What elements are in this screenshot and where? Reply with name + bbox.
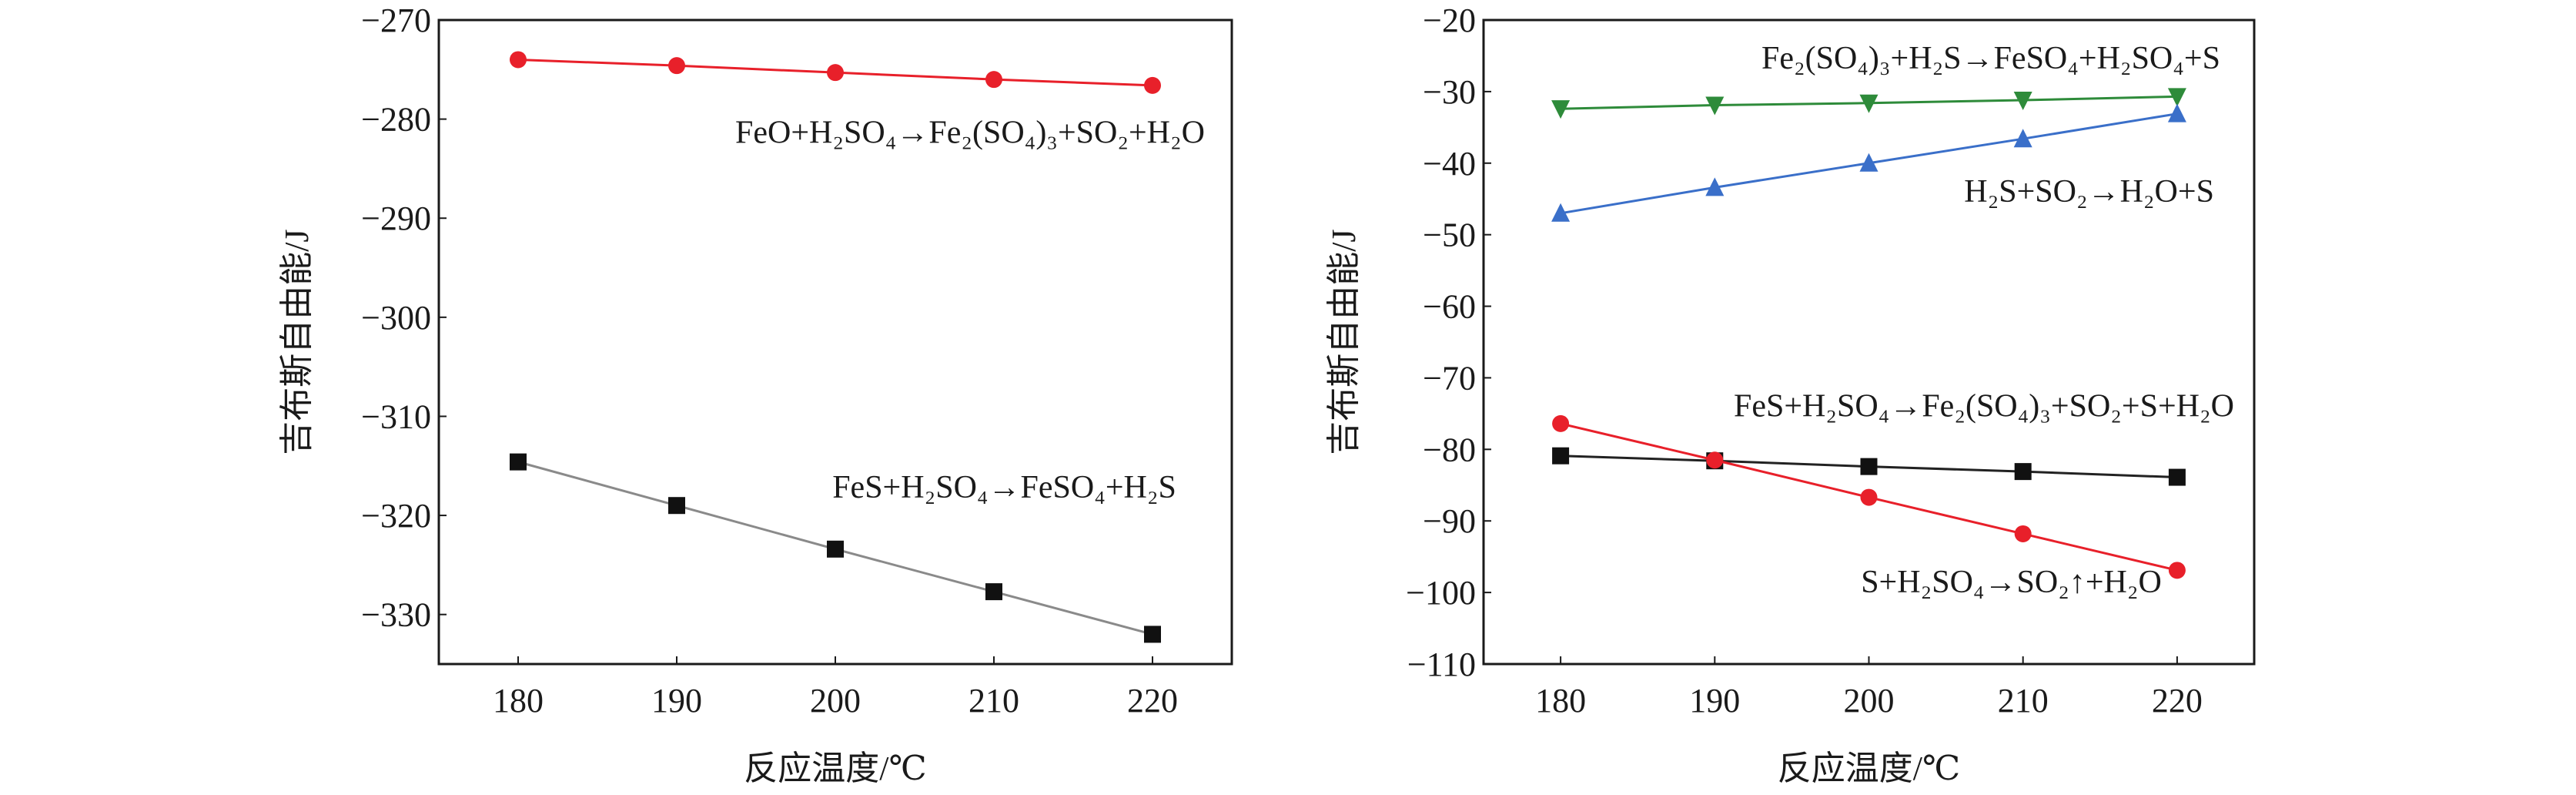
y-tick-label: −270 [361,2,431,39]
series-3: FeS+H₂SO₄→Fe₂(SO₄)₃+SO₂+S+H₂O [1552,389,2234,486]
data-point [985,71,1002,89]
chart-1: 180 190 200 210 220 −270 −280 −290 −300 −310 −320 −… [278,2,1233,787]
series-1: FeO+H₂SO₄→Fe₂(SO₄)₃+SO₂+H₂O [510,51,1205,150]
data-point [1706,451,1724,469]
x-tick-label: 190 [651,682,702,720]
series-annotation: H₂S+SO₂→H₂O+S [1964,174,2214,210]
y-tick-label: −280 [361,101,431,139]
series-2: H₂S+SO₂→H₂O+S [1551,103,2214,222]
data-point [2168,468,2186,486]
data-point [1551,100,1571,119]
x-axis-label: 反应温度/℃ [1778,750,1960,787]
data-point [1705,96,1725,116]
y-tick-label: −330 [361,596,431,634]
data-point [1552,414,1570,432]
data-point [510,51,527,69]
data-point [1859,153,1878,172]
series-1: Fe₂(SO₄)₃+H₂S→FeSO₄+H₂SO₄+S [1551,41,2220,119]
y-axis-label: 吉布斯自由能/J [1325,229,1363,455]
x-tick-label: 210 [969,682,1019,720]
series-annotation: S+H₂SO₄→SO₂↑+H₂O [1861,565,2162,600]
data-point [668,57,685,75]
data-point [1144,626,1161,643]
data-point [827,64,844,82]
y-tick-label: −100 [1406,574,1476,612]
y-tick-label: −60 [1423,288,1476,326]
x-tick-label: 180 [493,682,544,720]
data-point [510,453,527,471]
data-point [1705,177,1725,196]
y-axis-label: 吉布斯自由能/J [278,229,316,455]
x-axis-label: 反应温度/℃ [744,750,926,787]
data-point [1860,458,1878,475]
series-4: S+H₂SO₄→SO₂↑+H₂O [1552,414,2186,600]
x-tick-label: 200 [810,682,861,720]
y-tick-label: −50 [1423,216,1476,254]
data-point [1859,94,1878,113]
x-tick-label: 200 [1844,682,1895,720]
data-point [1551,203,1571,222]
data-point [1860,488,1878,506]
y-tick-label: −290 [361,200,431,237]
data-point [1552,447,1570,465]
series-annotation: Fe₂(SO₄)₃+H₂S→FeSO₄+H₂SO₄+S [1761,41,2220,76]
x-tick-label: 220 [2152,682,2203,720]
series-annotation: FeS+H₂SO₄→Fe₂(SO₄)₃+SO₂+S+H₂O [1734,389,2234,424]
y-tick-label: −110 [1407,646,1476,683]
x-tick-label: 180 [1535,682,1586,720]
y-tick-label: −80 [1423,431,1476,468]
data-point [1144,76,1161,94]
data-point [2013,129,2032,148]
data-point [2167,103,2186,122]
y-tick-label: −310 [361,398,431,435]
data-point [2014,525,2032,542]
series-annotation: FeO+H₂SO₄→Fe₂(SO₄)₃+SO₂+H₂O [735,115,1205,150]
y-tick-label: −300 [361,299,431,337]
series-annotation: FeS+H₂SO₄→FeSO₄+H₂S [832,470,1176,505]
data-point [827,540,844,558]
chart-2: 180 190 200 210 220 −20 −30 −40 −50 −60 −70 −80 −90 −… [1325,2,2256,787]
x-tick-label: 220 [1127,682,1178,720]
data-point [2014,463,2032,481]
y-tick-label: −320 [361,497,431,535]
y-tick-label: −30 [1423,73,1476,111]
x-tick-label: 190 [1689,682,1740,720]
data-point [2168,562,2186,579]
x-tick-label: 210 [1998,682,2049,720]
y-tick-label: −40 [1423,145,1476,183]
data-point [2167,88,2186,107]
y-tick-label: −70 [1423,359,1476,397]
series-2: FeS+H₂SO₄→FeSO₄+H₂S [510,453,1176,643]
y-tick-label: −20 [1423,2,1476,39]
y-tick-label: −90 [1423,502,1476,540]
data-point [668,497,685,515]
data-point [2013,92,2032,111]
data-point [985,583,1002,601]
